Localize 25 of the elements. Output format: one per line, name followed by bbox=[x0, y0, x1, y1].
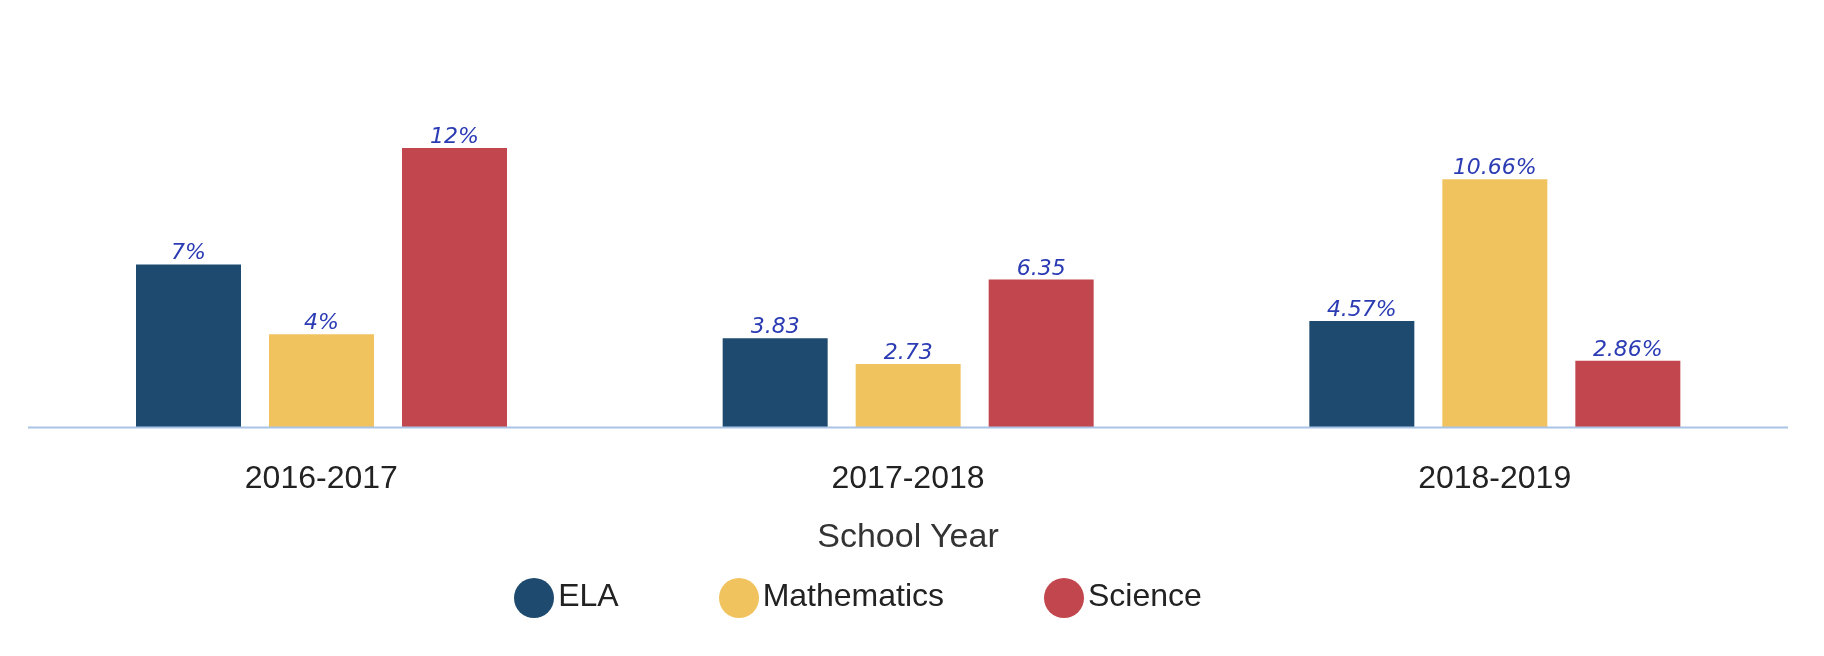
bar bbox=[402, 148, 507, 428]
x-tick-label: 2018-2019 bbox=[1418, 459, 1572, 496]
data-label: 6.35 bbox=[1016, 254, 1066, 280]
bar bbox=[988, 279, 1094, 428]
bar bbox=[136, 264, 241, 428]
bar bbox=[722, 338, 828, 428]
data-label: 7% bbox=[171, 239, 206, 265]
bar bbox=[1309, 321, 1415, 428]
legend-label: Mathematics bbox=[762, 577, 945, 614]
data-label: 3.83 bbox=[750, 313, 800, 339]
x-axis-title: School Year bbox=[817, 516, 999, 555]
data-label: 4% bbox=[304, 309, 339, 335]
data-label: 2.73 bbox=[883, 338, 933, 364]
bar bbox=[1442, 179, 1548, 428]
legend-label: ELA bbox=[558, 577, 619, 614]
data-label: 12% bbox=[430, 123, 479, 148]
bar bbox=[1575, 360, 1681, 428]
x-tick-label: 2016-2017 bbox=[244, 459, 398, 496]
bar bbox=[855, 363, 961, 428]
data-label: 4.57% bbox=[1326, 296, 1397, 322]
bar bbox=[269, 334, 374, 428]
data-label: 2.86% bbox=[1592, 335, 1663, 361]
data-label: 10.66% bbox=[1452, 154, 1537, 180]
legend-label: Science bbox=[1088, 577, 1202, 614]
x-tick-label: 2017-2018 bbox=[831, 459, 985, 496]
